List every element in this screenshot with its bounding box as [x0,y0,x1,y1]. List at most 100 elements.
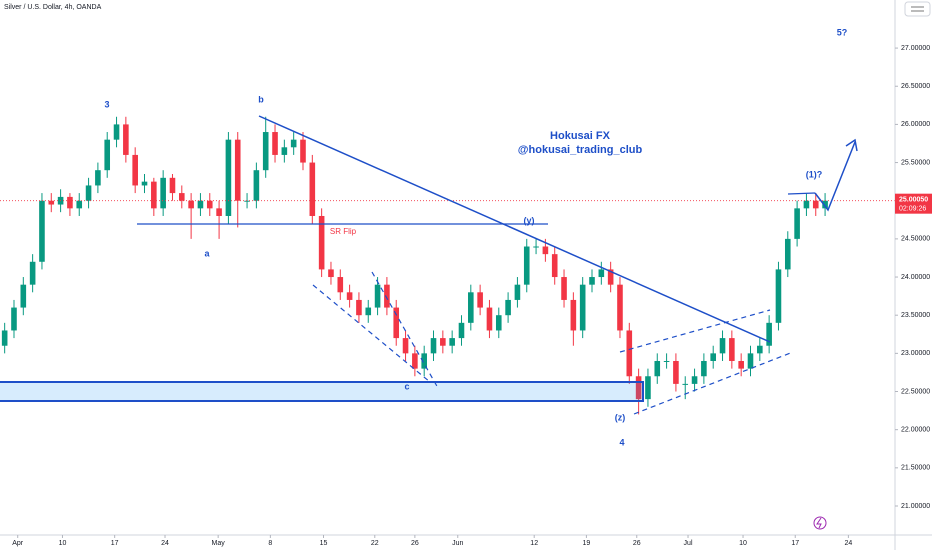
x-tick-label: 19 [583,540,591,547]
candle-body [328,269,334,278]
candle-body [766,322,772,346]
x-tick-label: 22 [371,540,379,547]
candle-body [505,299,511,316]
candle-body [365,307,372,316]
x-tick-label: 24 [844,540,852,547]
y-tick-label: 22.00000 [901,427,930,434]
candle-body [784,238,791,270]
candle-body [514,284,521,300]
wave-label: (z) [615,412,626,422]
candle-body [607,269,614,285]
candle-body [141,181,148,186]
candle-body [561,277,567,300]
candle-body [486,307,493,331]
candle-body [346,292,353,300]
y-tick-label: 26.00000 [901,121,930,128]
y-tick-label: 26.50000 [901,83,930,90]
x-tick-label: 17 [791,540,799,547]
x-tick-label: 12 [530,540,538,547]
price-tag [895,193,932,214]
candle-body [39,200,45,262]
y-tick-label: 23.00000 [901,350,930,357]
y-tick-label: 22.50000 [901,388,930,395]
brand: Hokusai FX [550,130,611,142]
candle-body [76,200,83,209]
alert-icon[interactable] [813,516,827,530]
candle-body [719,338,726,354]
menu-button[interactable] [904,1,931,17]
candle-body [757,345,763,354]
support-zone [0,381,644,402]
candle-body [179,193,185,201]
y-tick-label: 24.50000 [901,236,930,243]
candle-body [803,200,810,209]
x-tick-label: 8 [268,540,272,547]
wave-label: c [404,381,409,391]
alert-bolt [816,517,822,529]
candle-body [318,215,325,270]
x-tick-label: 10 [739,540,747,547]
symbol-title: Silver / U.S. Dollar, 4h, OANDA [4,4,102,11]
candle-body [533,246,539,248]
candle-body [822,200,828,209]
y-tick-label: 21.00000 [901,503,930,510]
candle-body [794,208,800,239]
candle-body [412,353,418,369]
candle-body [281,147,288,155]
candle-body [11,307,17,331]
candle-body [458,322,465,339]
candle-body [691,376,698,384]
candle-body [468,292,474,323]
candle-body [67,196,73,209]
candle-body [262,132,269,171]
x-tick-label: Jun [452,540,463,547]
channel-line [312,284,431,383]
x-tick-label: Apr [12,540,24,547]
arrow-head [845,138,858,152]
candle-body [300,139,306,163]
price-tag-label: 25.00050 [899,197,928,204]
candle-body [775,269,782,323]
candle-body [738,360,744,369]
candle-body [645,376,651,400]
candle-body [253,170,260,201]
candle-body [421,353,427,369]
candle-body [113,124,120,140]
wave-top-line [787,192,816,195]
candle-body [589,277,595,285]
channel-line [633,351,794,415]
candle-body [542,246,549,255]
wave-label: (1)? [806,169,823,179]
candle-body [701,360,707,377]
candle-body [374,284,381,308]
candle-body [654,360,661,377]
candle-body [244,200,250,202]
candle-body [95,170,101,186]
candles [0,116,895,415]
x-tick-label: May [212,540,226,547]
candle-body [169,177,176,194]
candle-body [356,299,362,316]
y-tick-label: 25.50000 [901,159,930,166]
candle-body [160,177,166,209]
x-tick-label: 26 [411,540,419,547]
candle-body [132,154,138,186]
candle-body [384,284,390,308]
candle-body [29,261,36,285]
projection-arrow [814,141,856,212]
y-tick-label: 21.50000 [901,465,930,472]
candle-body [188,200,194,209]
y-tick-label: 24.00000 [901,274,930,281]
wave-label: a [204,248,210,258]
candle-body [812,200,819,209]
x-tick-label: 10 [59,540,67,547]
candle-body [617,284,623,331]
candle-body [551,254,558,278]
candle-body [440,338,446,346]
y-tick-label: 27.00000 [901,45,930,52]
wave-label: (y) [524,215,535,225]
candle-body [216,208,222,216]
candle-body [272,132,278,155]
candle-body [123,124,129,155]
candle-body [570,299,577,331]
